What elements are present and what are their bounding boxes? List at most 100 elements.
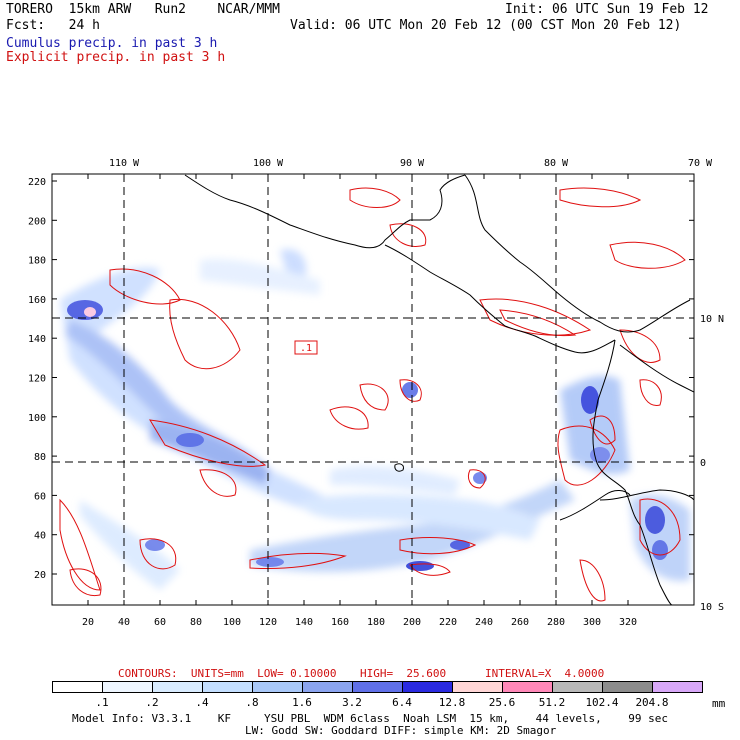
lat-label: 10 N [700,314,724,325]
y-tick-label: 40 [34,531,46,542]
lat-label: 10 S [700,602,724,613]
contour [169,298,241,370]
graticule [52,174,694,605]
x-tick-label: 140 [295,617,313,628]
contour [499,309,577,337]
x-tick-label: 220 [439,617,457,628]
colorbar-unit: mm [712,697,726,710]
contour [559,187,642,208]
coastline-caribbean [464,174,691,333]
contour-label-box [294,340,318,355]
y-tick-label: 220 [28,177,46,188]
contour [149,419,267,467]
coastline-andes [619,344,694,393]
y-tick-label: 140 [28,334,46,345]
x-tick-label: 100 [223,617,241,628]
colorbar-label: 3.2 [342,696,362,709]
contour [359,383,389,411]
y-tick-label: 120 [28,374,46,385]
coastline-central-america [384,244,616,354]
colorbar-swatch [252,681,303,693]
contour [249,552,347,569]
contour [589,415,616,445]
colorbar-swatch [402,681,453,693]
contour-info: CONTOURS: UNITS=mm LOW= 0.10000 [118,667,337,680]
colorbar-label: 1.6 [292,696,312,709]
contour [349,187,401,208]
colorbar-swatch [352,681,403,693]
lon-label: 70 W [688,158,713,169]
x-tick-label: 320 [619,617,637,628]
contour [109,268,181,305]
coastlines [184,174,694,605]
model-info: Model Info: V3.3.1 KF YSU PBL WDM 6class… [72,712,669,725]
coastline-south-america [592,339,673,605]
x-tick-label: 120 [259,617,277,628]
forecast-hour: Fcst: 24 h [6,18,100,33]
x-tick-label: 20 [82,617,94,628]
precip-core [473,472,487,484]
precip-core [176,433,204,447]
colorbar-swatch [652,681,703,693]
y-tick-label: 160 [28,295,46,306]
colorbar-swatch [502,681,553,693]
contour [579,559,606,602]
x-tick-label: 300 [583,617,601,628]
y-tick-label: 60 [34,491,46,502]
map-axes: 110 W 100 W 90 W 80 W 70 W 10 N 0 10 S 220 200 180… [28,158,724,628]
x-tick-label: 160 [331,617,349,628]
x-tick-label: 40 [118,617,130,628]
contour-interval: INTERVAL=X 4.0000 [485,667,605,680]
contour [329,406,369,430]
colorbar-swatch [602,681,653,693]
precip-band [560,375,630,475]
precip-core [84,307,96,317]
coastline-south-america [559,490,631,521]
colorbar-swatch [52,681,103,693]
colorbar-label: 102.4 [585,696,619,709]
contour [467,469,486,489]
colorbar-swatch [452,681,503,693]
precip-core [581,386,599,414]
lat-label: 0 [700,458,706,469]
contour [479,298,592,336]
contour [619,329,661,363]
precip-band [200,259,320,295]
y-tick-label: 180 [28,256,46,267]
precip-core [450,540,470,550]
explicit-precip-contours [59,187,686,602]
contour-high: HIGH= 25.600 [360,667,447,680]
precip-core [645,506,665,534]
contour [389,223,427,247]
precip-core [402,382,418,398]
precip-core [590,447,610,463]
x-tick-label: 280 [547,617,565,628]
precip-core [652,540,668,560]
contour [609,241,686,269]
coastline-amazon-boundary [599,489,694,501]
model-title: TORERO 15km ARW Run2 NCAR/MMM [6,2,280,17]
x-tick-label: 180 [367,617,385,628]
coastline-central-america [184,174,466,249]
x-tick-label: 60 [154,617,166,628]
precip-band [630,494,690,581]
lon-label: 90 W [400,158,425,169]
y-tick-label: 20 [34,570,46,581]
contour-label: .1 [300,343,312,354]
colorbar-swatch [302,681,353,693]
y-tick-label: 200 [28,216,46,227]
precip-core [256,557,284,567]
x-tick-label: 80 [190,617,202,628]
contour [399,537,477,555]
init-time: Init: 06 UTC Sun 19 Feb 12 [505,2,709,17]
colorbar-label: 25.6 [488,696,516,709]
coastline-galapagos [394,463,404,472]
contour [557,425,616,486]
colorbar-label: 6.4 [392,696,412,709]
x-tick-label: 200 [403,617,421,628]
contour [139,538,177,570]
precip-band [330,465,460,495]
contour [59,498,101,591]
precip-band [65,320,270,480]
